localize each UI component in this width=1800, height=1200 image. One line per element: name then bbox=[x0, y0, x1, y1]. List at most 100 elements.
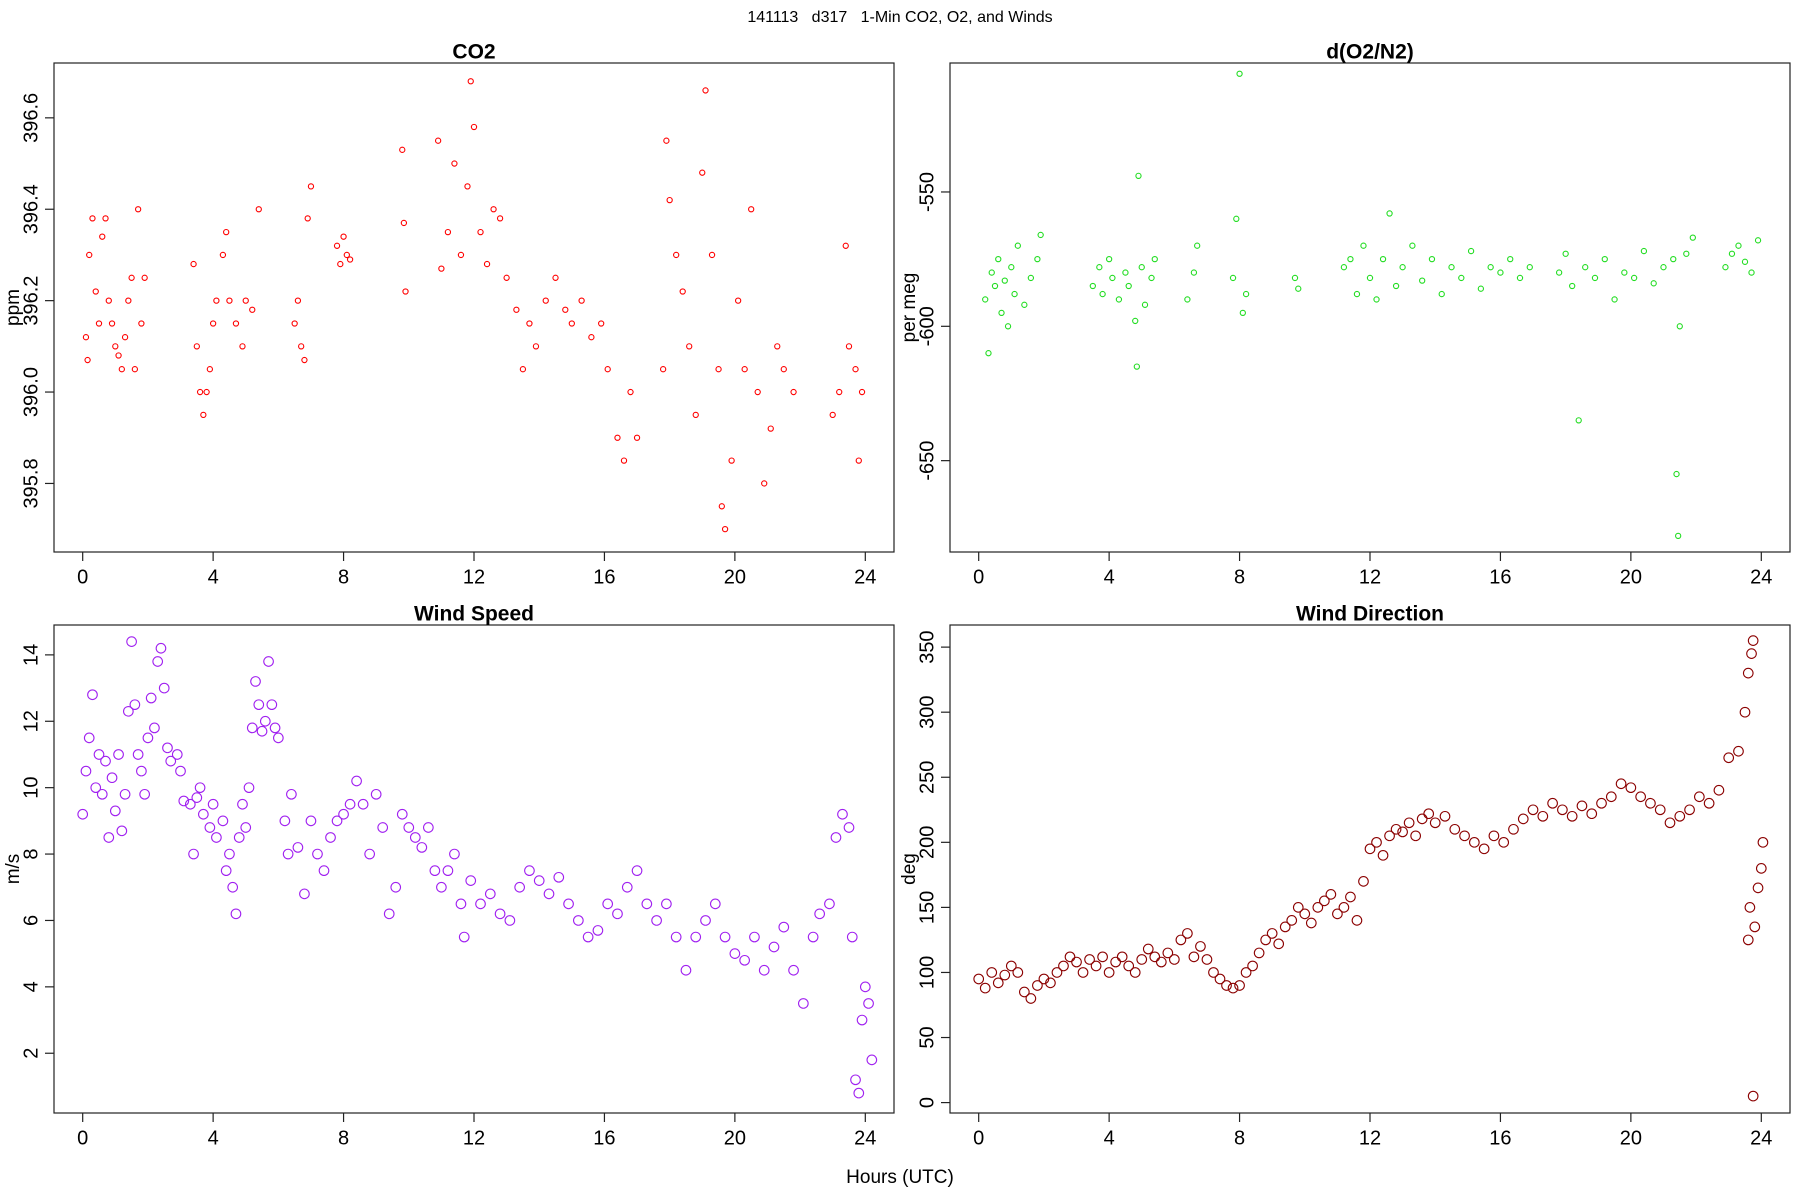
data-point bbox=[700, 915, 711, 926]
data-point bbox=[115, 352, 122, 359]
data-point bbox=[680, 964, 692, 976]
data-point bbox=[494, 908, 506, 920]
data-point bbox=[484, 888, 496, 900]
data-point bbox=[598, 320, 605, 327]
plot-frame bbox=[949, 624, 1791, 1114]
data-point bbox=[1537, 810, 1549, 822]
data-point bbox=[1295, 285, 1302, 292]
data-point bbox=[631, 865, 643, 877]
data-point bbox=[409, 832, 421, 843]
data-point bbox=[1291, 274, 1299, 282]
data-point bbox=[1236, 70, 1243, 77]
data-point bbox=[1399, 264, 1406, 271]
data-point bbox=[93, 749, 105, 760]
data-point bbox=[1340, 264, 1348, 271]
data-point bbox=[1373, 296, 1380, 303]
data-point bbox=[563, 898, 574, 910]
data-point bbox=[1084, 954, 1095, 965]
x-tick-label: 16 bbox=[593, 1127, 615, 1149]
data-point bbox=[96, 788, 108, 800]
data-point bbox=[1227, 982, 1239, 994]
data-point bbox=[340, 233, 347, 240]
data-point bbox=[1403, 817, 1415, 829]
data-point bbox=[1423, 808, 1435, 820]
data-point bbox=[165, 755, 177, 767]
data-point bbox=[128, 274, 135, 281]
data-point bbox=[113, 749, 124, 760]
x-tick-label: 0 bbox=[973, 566, 984, 588]
x-tick-label: 20 bbox=[724, 1127, 746, 1149]
y-tick-label: 8 bbox=[20, 848, 42, 859]
data-point bbox=[1683, 250, 1690, 257]
data-point bbox=[1754, 237, 1762, 244]
data-point bbox=[299, 888, 310, 900]
data-point bbox=[84, 356, 91, 364]
data-point bbox=[788, 964, 799, 976]
data-point bbox=[519, 366, 527, 373]
y-tick-label: 4 bbox=[20, 981, 42, 992]
data-point bbox=[1132, 317, 1139, 325]
data-point bbox=[1345, 891, 1356, 903]
data-point bbox=[223, 228, 230, 236]
data-point bbox=[858, 388, 866, 396]
data-point bbox=[690, 931, 702, 943]
data-point bbox=[1547, 797, 1558, 809]
data-point bbox=[1429, 817, 1441, 829]
data-point bbox=[89, 215, 96, 222]
data-point bbox=[1234, 980, 1245, 991]
data-point bbox=[741, 366, 748, 373]
data-point bbox=[1208, 967, 1219, 978]
data-point bbox=[1507, 255, 1514, 263]
data-point bbox=[138, 320, 145, 327]
data-point bbox=[178, 795, 190, 807]
data-point bbox=[719, 931, 731, 943]
data-point bbox=[108, 320, 116, 327]
y-tick-label: 6 bbox=[20, 915, 42, 926]
data-point bbox=[1477, 285, 1485, 292]
data-point bbox=[1713, 784, 1725, 796]
data-point bbox=[80, 765, 92, 777]
x-tick-label: 12 bbox=[1359, 566, 1381, 588]
data-point bbox=[979, 982, 991, 994]
y-tick-label: 395.8 bbox=[20, 458, 42, 508]
data-point bbox=[191, 792, 203, 803]
data-point bbox=[1723, 752, 1735, 764]
data-point bbox=[856, 1014, 868, 1026]
data-point bbox=[194, 782, 206, 794]
data-point bbox=[464, 183, 471, 190]
data-point bbox=[131, 366, 139, 373]
data-point bbox=[1125, 282, 1132, 290]
y-tick-label: 396.0 bbox=[20, 367, 42, 417]
data-point bbox=[1517, 813, 1529, 825]
data-point bbox=[100, 755, 111, 767]
data-point bbox=[1097, 951, 1108, 963]
data-point bbox=[1397, 826, 1408, 838]
data-point bbox=[702, 87, 709, 94]
data-point bbox=[670, 931, 682, 943]
data-point bbox=[513, 306, 520, 313]
y-tick-label: -550 bbox=[916, 172, 938, 212]
data-point bbox=[552, 274, 559, 281]
data-point bbox=[837, 808, 848, 820]
data-point bbox=[1467, 247, 1475, 255]
data-point bbox=[1273, 938, 1285, 950]
data-point bbox=[263, 656, 274, 667]
data-point bbox=[305, 815, 317, 827]
data-point bbox=[814, 908, 826, 920]
data-point bbox=[399, 146, 406, 153]
data-point bbox=[203, 388, 210, 396]
data-point bbox=[1497, 269, 1504, 276]
data-point bbox=[503, 274, 510, 281]
y-tick-label: -600 bbox=[916, 306, 938, 346]
data-point bbox=[542, 297, 549, 304]
data-point bbox=[243, 782, 255, 794]
data-point bbox=[77, 808, 89, 820]
data-point bbox=[190, 260, 197, 268]
data-point bbox=[344, 798, 356, 810]
data-point bbox=[197, 808, 209, 820]
data-point bbox=[1001, 277, 1008, 284]
data-point bbox=[568, 320, 575, 327]
x-tick-label: 24 bbox=[854, 1127, 876, 1149]
data-point bbox=[184, 798, 196, 810]
